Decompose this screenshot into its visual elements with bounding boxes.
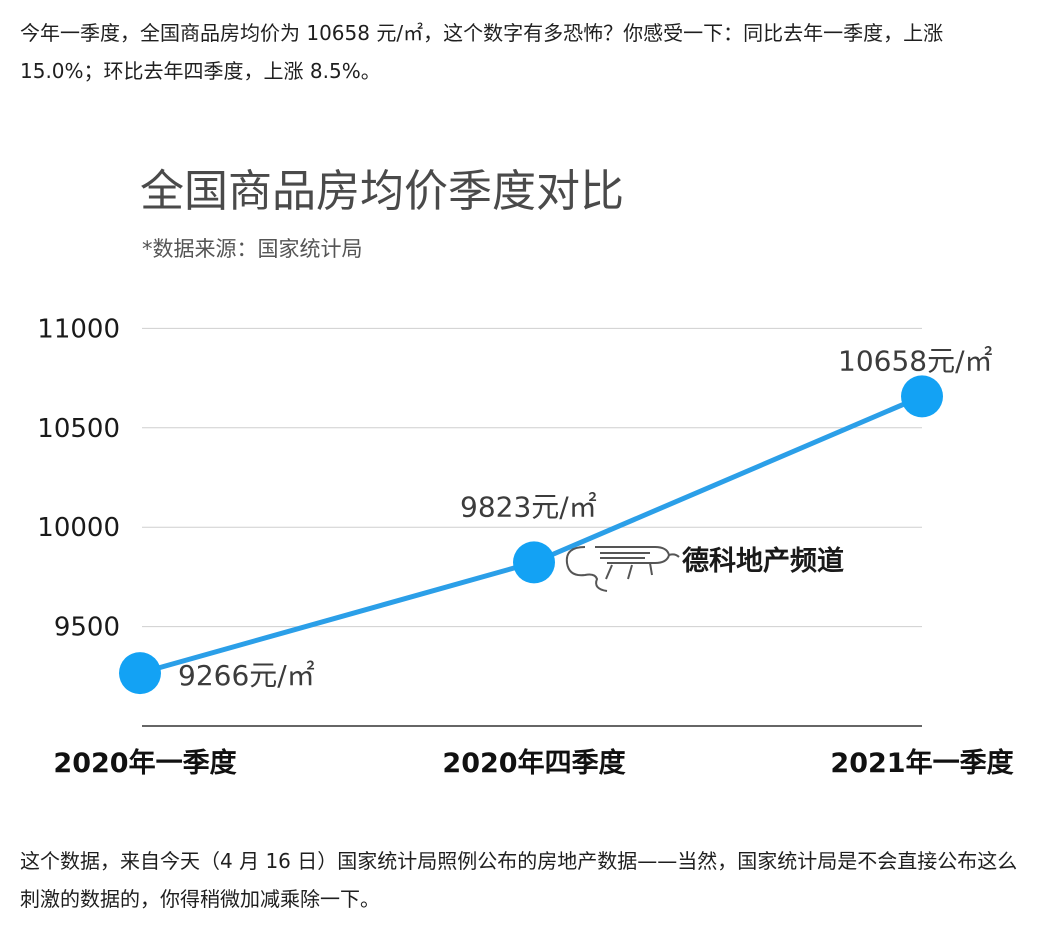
data-label: 9823元/㎡ (460, 490, 597, 523)
data-point (119, 652, 161, 695)
price-line-chart: 全国商品房均价季度对比 *数据来源：国家统计局 9500 10000 10500 11… (37, 166, 1013, 779)
article-outro: 这个数据，来自今天（4 月 16 日）国家统计局照例公布的房地产数据——当然，国… (20, 849, 1018, 911)
y-tick-label: 10000 (37, 513, 120, 543)
x-tick-label: 2020年四季度 (442, 747, 625, 779)
y-tick-label: 11000 (37, 314, 120, 344)
lizard-icon (565, 546, 680, 592)
data-label: 9266元/㎡ (178, 659, 315, 692)
axis-layer: 9500 10000 10500 11000 2020年一季度 2020年四季度 2021年… (37, 314, 1013, 779)
data-point (901, 375, 943, 418)
article-intro: 今年一季度，全国商品房均价为 10658 元/㎡，这个数字有多恐怖？你感受一下：… (20, 21, 944, 83)
y-tick-label: 9500 (54, 613, 120, 643)
watermark-logo: 德科地产频道 (565, 545, 844, 592)
data-label: 10658元/㎡ (838, 344, 993, 377)
chart-title: 全国商品房均价季度对比 (140, 166, 624, 217)
y-tick-label: 10500 (37, 414, 120, 444)
series-line (137, 393, 925, 676)
chart-subtitle: *数据来源：国家统计局 (142, 237, 363, 261)
series-layer: 9266元/㎡ 9823元/㎡ 10658元/㎡ (119, 344, 993, 695)
data-point (513, 541, 555, 584)
x-tick-label: 2021年一季度 (830, 747, 1013, 779)
grid-layer (142, 327, 922, 628)
x-tick-label: 2020年一季度 (53, 747, 236, 779)
watermark-text: 德科地产频道 (682, 545, 844, 577)
